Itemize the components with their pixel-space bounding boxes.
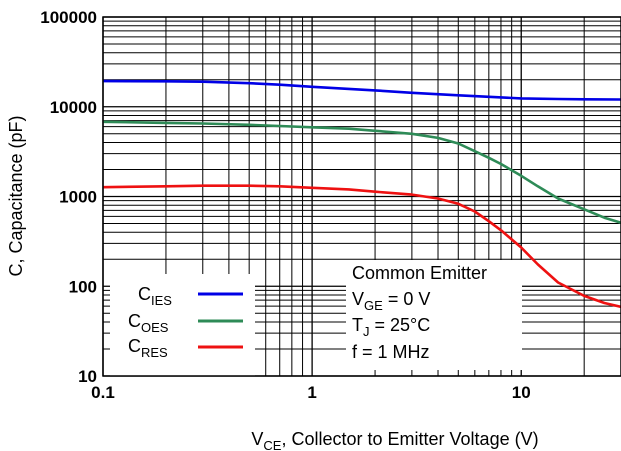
legend-sub-oes: OES: [141, 320, 169, 335]
x-axis-label: VCE, Collector to Emitter Voltage (V): [251, 429, 538, 451]
annotation-vge-val: = 0 V: [383, 289, 431, 309]
x-axis-label-main: V: [251, 429, 263, 449]
annotation-vge: V: [352, 289, 364, 309]
annotation-line-1: Common Emitter: [352, 263, 487, 283]
series-line-oes: [102, 120, 621, 224]
x-tick-label: 10: [512, 383, 531, 402]
x-tick-label: 0.1: [91, 383, 115, 402]
x-tick-labels: 0.1 1 10: [91, 383, 531, 402]
conditions-annotation: Common Emitter VGE = 0 V TJ = 25°C f = 1…: [346, 260, 522, 370]
svg-text:COES: COES: [128, 311, 169, 335]
x-axis-label-rest: , Collector to Emitter Voltage (V): [281, 429, 538, 449]
legend-sub-ies: IES: [151, 293, 172, 308]
legend-item-res: CRES: [128, 336, 243, 360]
x-axis-label-sub: CE: [263, 438, 281, 451]
y-tick-labels: 10 100 1000 10000 100000: [40, 8, 97, 386]
svg-text:TJ = 25°C: TJ = 25°C: [352, 315, 430, 339]
annotation-tj-val: = 25°C: [370, 315, 431, 335]
legend-label-oes: C: [128, 311, 141, 331]
x-tick-label: 1: [307, 383, 316, 402]
annotation-tj-sub: J: [363, 324, 370, 339]
svg-text:CRES: CRES: [128, 336, 168, 360]
svg-text:VGE = 0 V: VGE = 0 V: [352, 289, 430, 313]
plot-frame: [102, 16, 621, 377]
series-line-res: [102, 184, 621, 309]
legend-box: [110, 274, 255, 376]
legend: CIES COES CRES: [110, 274, 255, 376]
y-tick-label: 1000: [59, 188, 97, 207]
legend-item-ies: CIES: [138, 284, 243, 308]
y-tick-label: 100: [69, 277, 97, 296]
legend-sub-res: RES: [141, 345, 168, 360]
y-axis-label: C, Capacitance (pF): [6, 115, 26, 276]
annotation-vge-sub: GE: [364, 298, 383, 313]
series-line-ies: [102, 79, 621, 101]
y-tick-label: 100000: [40, 8, 97, 27]
y-tick-label: 10: [78, 367, 97, 386]
series-lines: [102, 79, 621, 309]
svg-text:CIES: CIES: [138, 284, 172, 308]
y-tick-label: 10000: [50, 98, 97, 117]
legend-label-ies: C: [138, 284, 151, 304]
legend-item-oes: COES: [128, 311, 243, 335]
annotation-box: [346, 260, 522, 370]
annotation-tj: T: [352, 315, 363, 335]
legend-label-res: C: [128, 336, 141, 356]
annotation-line-4: f = 1 MHz: [352, 342, 430, 362]
